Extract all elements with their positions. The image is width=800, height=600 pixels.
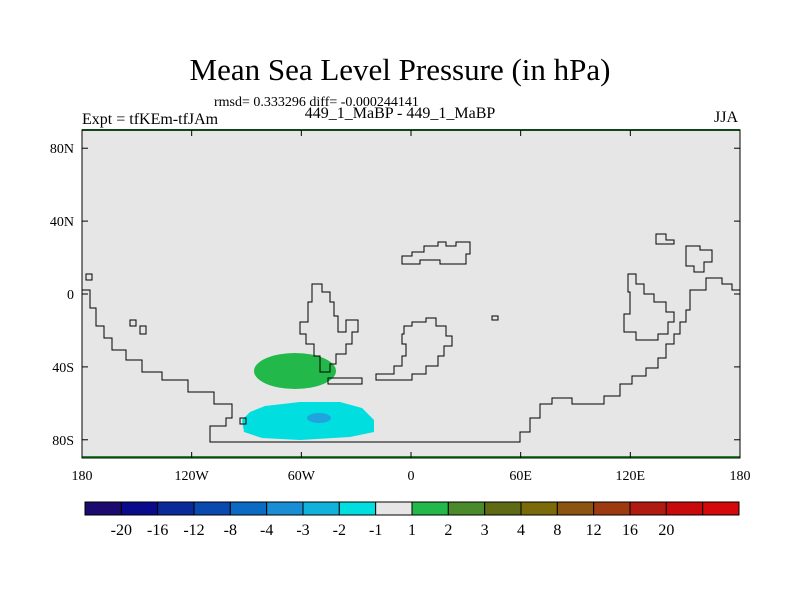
asia-east-coastline	[623, 273, 675, 341]
colorbar-swatch	[302, 501, 340, 516]
colorbar-swatch	[193, 501, 231, 516]
lat-tick-label: 40S	[52, 361, 74, 376]
island-3	[129, 319, 137, 327]
colorbar-label: 12	[586, 522, 602, 539]
lat-tick-label: 0	[67, 288, 74, 303]
island-4	[139, 325, 147, 335]
lon-tick-label: 120E	[616, 469, 646, 484]
strong-negative-anomaly-area	[307, 413, 331, 423]
colorbar-label: 4	[517, 522, 525, 539]
colorbar-label: 16	[622, 522, 638, 539]
lat-tick-label: 80N	[50, 142, 74, 157]
colorbar-label: -8	[224, 522, 237, 539]
positive-anomaly-area	[254, 353, 336, 389]
colorbar-swatch	[520, 501, 558, 516]
island-1	[655, 233, 675, 245]
patagonia-strip	[327, 377, 363, 385]
colorbar-swatch	[593, 501, 631, 516]
southern-coastline	[82, 277, 740, 443]
colorbar-label: -16	[147, 522, 168, 539]
colorbar-swatch	[120, 501, 159, 516]
colorbar-swatch	[556, 501, 595, 516]
colorbar: -20 -16 -12 -8 -4 -3 -2 -1 1 2 3 4 8 12 16 20	[84, 501, 740, 539]
colorbar-swatch	[447, 501, 486, 516]
colorbar-swatch	[338, 501, 377, 516]
colorbar-label: -3	[296, 522, 309, 539]
lat-tick-label: 40N	[50, 215, 74, 230]
lon-tick-label: 60W	[288, 469, 316, 484]
colorbar-swatch	[702, 501, 740, 516]
coastline	[82, 233, 740, 443]
colorbar-label: 20	[658, 522, 674, 539]
anomaly-layer	[242, 353, 374, 440]
negative-anomaly-area	[242, 402, 374, 440]
latitude-axis: 80N 40N 0 40S 80S	[50, 142, 740, 449]
colorbar-label: 1	[408, 522, 416, 539]
longitude-axis: 180 120W 60W 0 60E 120E 180	[72, 130, 751, 484]
colorbar-label: 2	[444, 522, 452, 539]
island-6	[239, 417, 247, 425]
lon-tick-label: 180	[730, 469, 751, 484]
lon-tick-label: 180	[72, 469, 93, 484]
east-asia-block	[685, 245, 713, 273]
colorbar-swatch	[484, 501, 522, 516]
eurasia-coastline	[401, 241, 471, 265]
experiment-label: Expt = tfKEm-tfJAm	[82, 111, 219, 128]
colorbar-label: -4	[260, 522, 273, 539]
colorbar-label: -2	[333, 522, 346, 539]
colorbar-label: 3	[481, 522, 489, 539]
stats-line: rmsd= 0.333296 diff= -0.000244141	[214, 95, 419, 110]
island-5	[491, 315, 499, 321]
lon-tick-label: 120W	[175, 469, 210, 484]
map-background	[82, 130, 740, 458]
colorbar-swatch	[375, 501, 413, 516]
lon-tick-label: 0	[408, 469, 415, 484]
south-america-coastline	[299, 283, 359, 373]
colorbar-swatch	[266, 501, 304, 516]
colorbar-swatch	[665, 501, 704, 516]
colorbar-label: -20	[111, 522, 132, 539]
colorbar-label: -1	[369, 522, 382, 539]
africa-coastline	[375, 317, 453, 381]
colorbar-swatch	[84, 501, 122, 516]
colorbar-label: 8	[553, 522, 561, 539]
map-subtitle: 449_1_MaBP - 449_1_MaBP	[304, 105, 496, 122]
colorbar-swatch	[229, 501, 268, 516]
colorbar-swatch	[411, 501, 449, 516]
colorbar-label: -12	[183, 522, 204, 539]
island-2	[85, 273, 93, 281]
season-label: JJA	[714, 109, 739, 126]
map-title: Mean Sea Level Pressure (in hPa)	[189, 52, 611, 87]
lon-tick-label: 60E	[509, 469, 532, 484]
colorbar-swatch	[629, 501, 667, 516]
lat-tick-label: 80S	[52, 434, 74, 449]
colorbar-swatch	[157, 501, 195, 516]
